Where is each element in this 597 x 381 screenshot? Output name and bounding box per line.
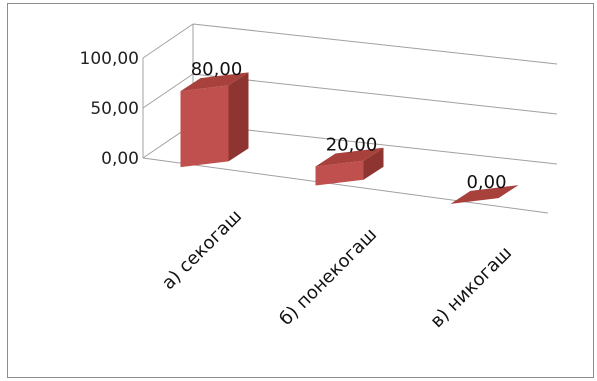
gridline-back [192, 23, 558, 65]
bar [180, 72, 249, 168]
category-labels: а) секогаш б) понекогаш в) никогаш [158, 206, 516, 332]
y-tick-label: 100,00 [80, 49, 139, 69]
category-label: а) секогаш [158, 206, 246, 294]
y-tick-label: 0,00 [101, 149, 139, 169]
gridlines [142, 23, 558, 165]
x-axis-line [142, 157, 549, 214]
gridline-side [142, 73, 194, 109]
category-label: б) понекогаш [275, 224, 381, 330]
data-labels: 80,00 20,00 0,00 [191, 59, 507, 193]
gridline-back [192, 73, 558, 115]
bars [180, 72, 519, 204]
bar [450, 185, 519, 204]
bar-front [315, 160, 364, 186]
data-label: 20,00 [326, 135, 378, 156]
category-label: в) никогаш [426, 243, 516, 333]
bar-top [315, 147, 384, 167]
y-axis-ticks: 0,00 50,00 100,00 [80, 49, 139, 169]
y-tick-label: 50,00 [90, 99, 139, 119]
gridline-side [142, 23, 194, 59]
bar-top [180, 72, 249, 92]
data-label: 80,00 [191, 59, 243, 80]
bar-front [180, 85, 229, 168]
gridline-back [192, 123, 558, 165]
bar-top [450, 185, 519, 204]
bar [315, 147, 384, 186]
bar-side [363, 147, 384, 180]
bar-side [228, 72, 249, 162]
data-label: 0,00 [466, 172, 506, 193]
